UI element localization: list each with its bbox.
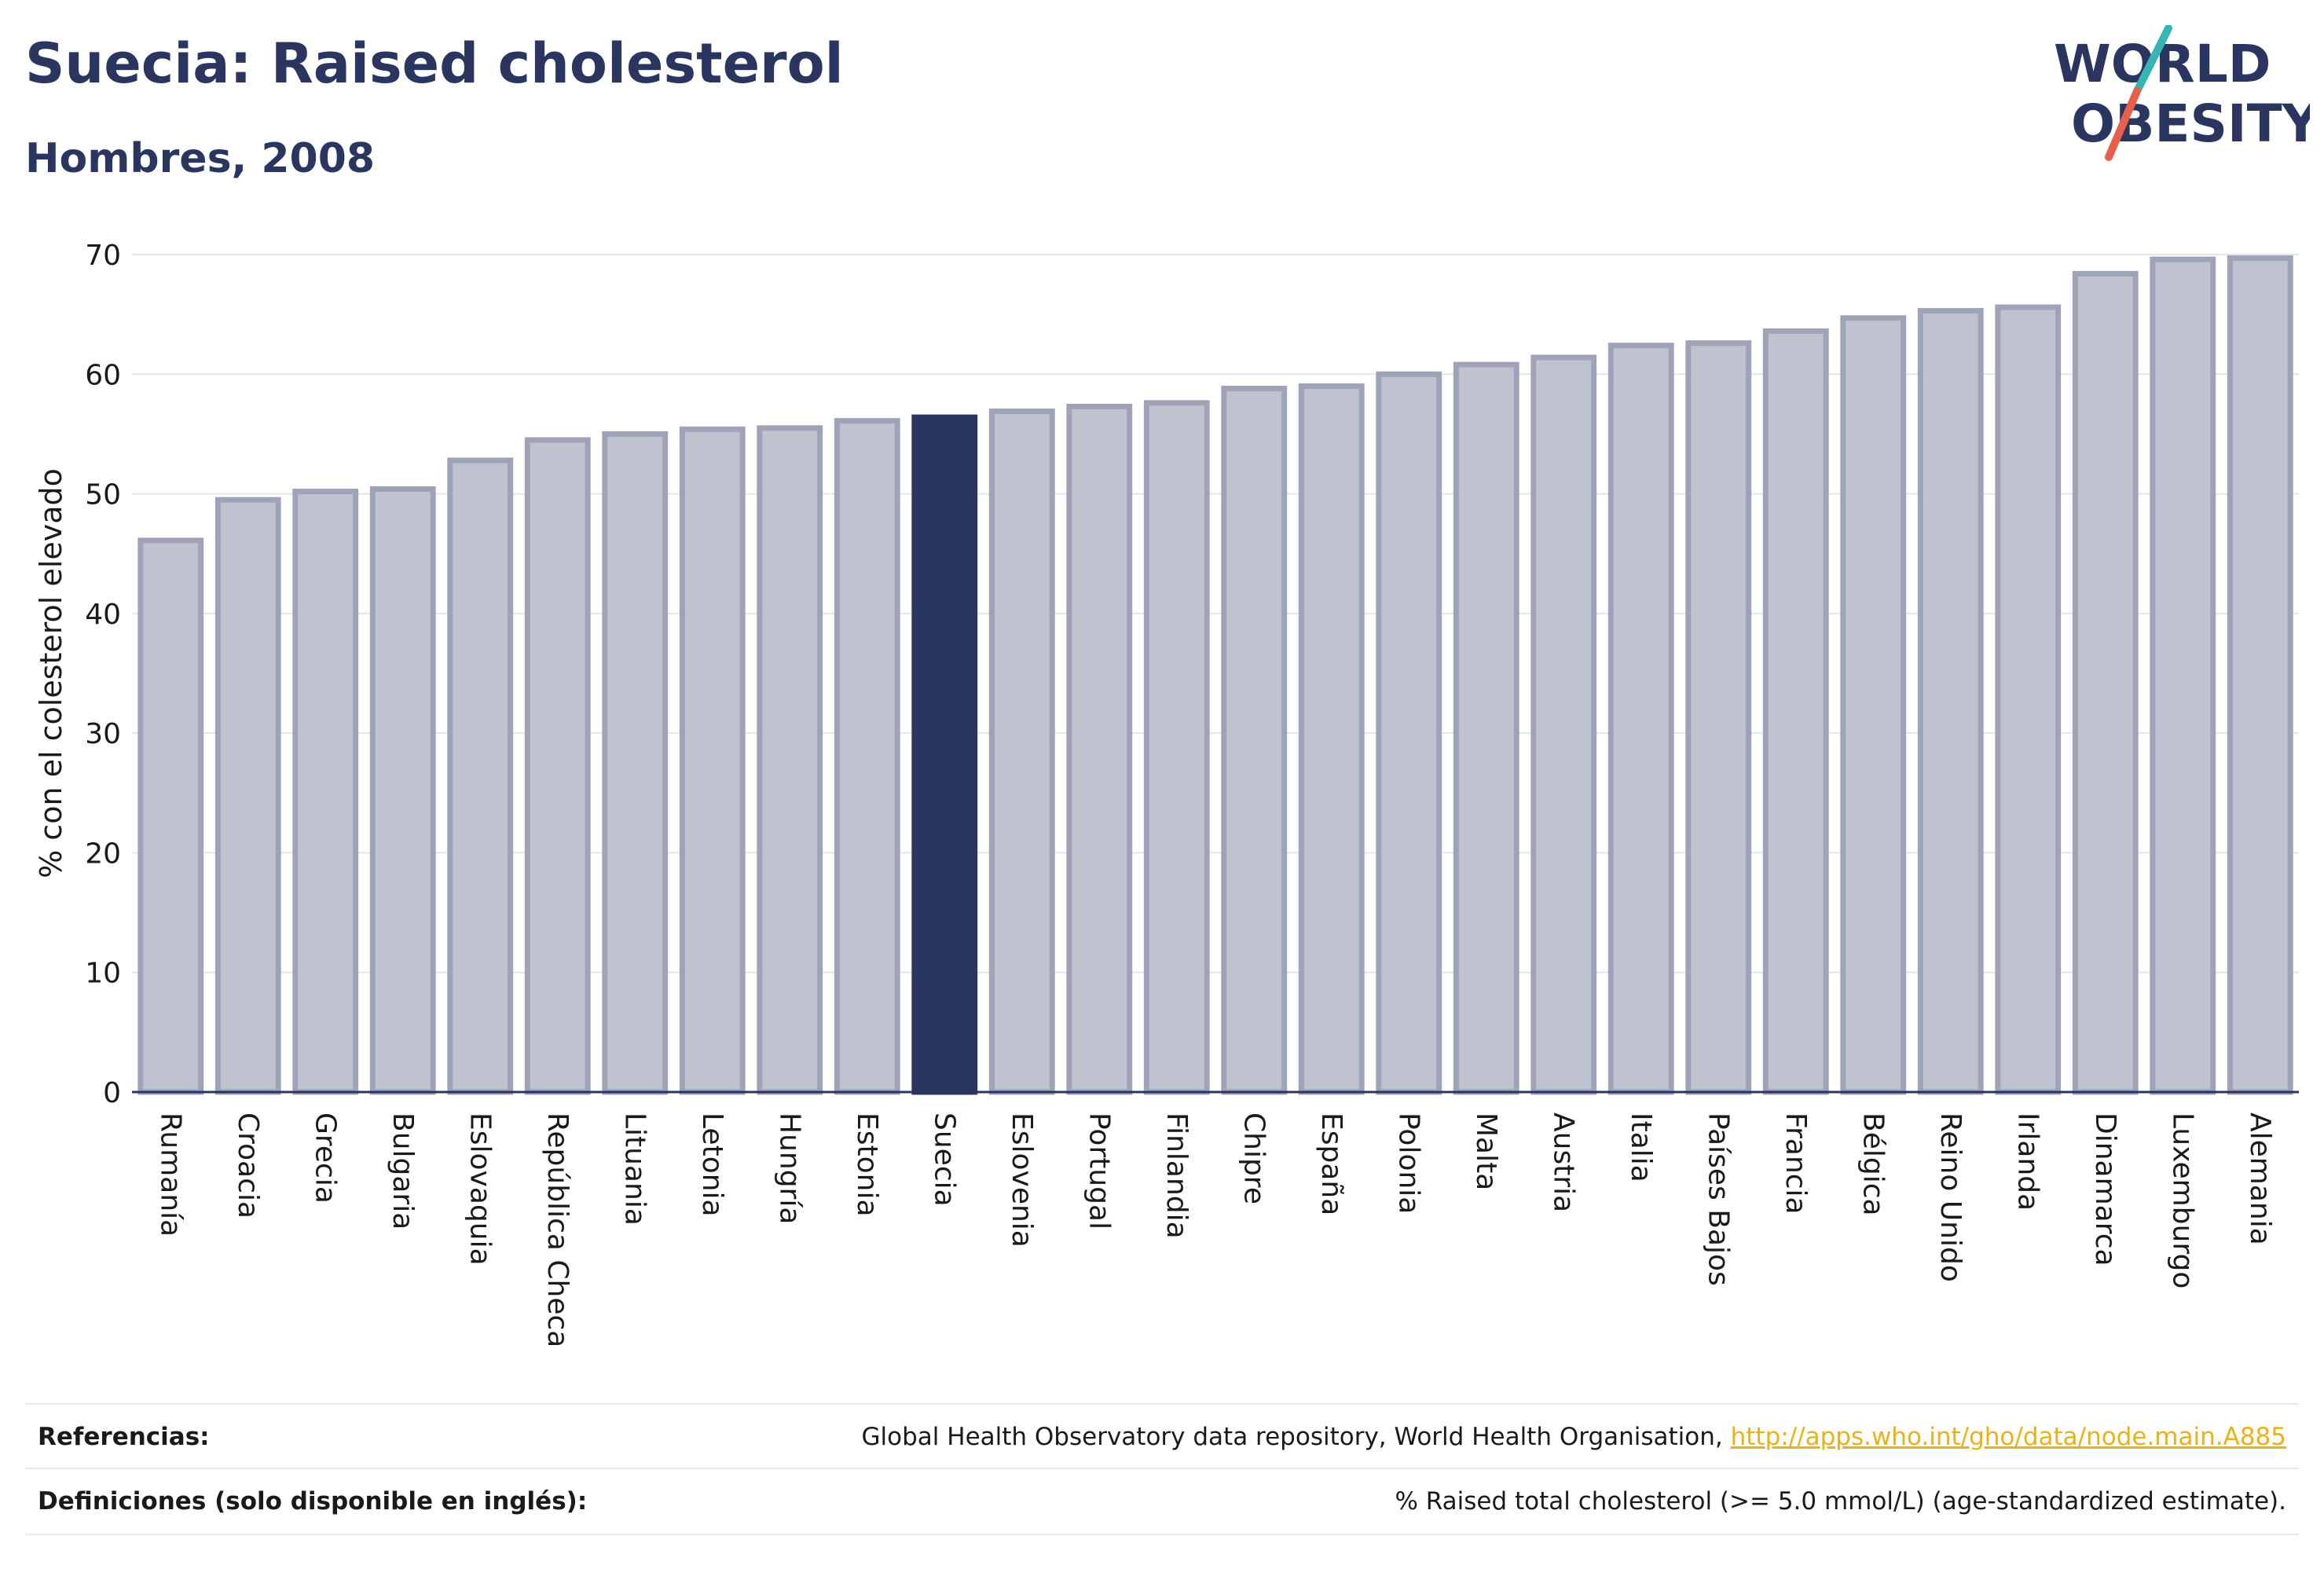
bars (137, 255, 2293, 1095)
logo-graphic: WORLD OBESITY (2054, 25, 2310, 161)
world-obesity-logo: WORLD OBESITY (2051, 25, 2310, 167)
references-row: Referencias: Global Health Observatory d… (25, 1403, 2299, 1469)
bar (1530, 354, 1597, 1095)
bar (524, 437, 591, 1095)
definitions-label: Definiciones (solo disponible en inglés)… (38, 1487, 588, 1516)
bar (679, 426, 746, 1095)
y-tick-label: 50 (85, 479, 121, 511)
y-tick-label: 70 (85, 240, 121, 272)
bar (1453, 361, 1519, 1095)
logo-slash-teal (2133, 25, 2172, 95)
y-tick-label: 0 (103, 1077, 121, 1109)
bar (757, 425, 823, 1095)
x-tick-label: Letonia (696, 1112, 728, 1217)
bar (369, 486, 436, 1095)
bar (834, 418, 900, 1095)
y-tick-label: 40 (85, 599, 121, 631)
page-subtitle: Hombres, 2008 (25, 135, 376, 182)
references-value: Global Health Observatory data repositor… (862, 1423, 2299, 1451)
bar-chart: 0 10 20 30 40 50 60 70 Rumanía Croacia Grecia Bulga… (34, 240, 2299, 1347)
x-tick-label: Rumanía (154, 1112, 186, 1237)
y-tick-label: 30 (85, 718, 121, 750)
x-tick-label: Estonia (851, 1112, 883, 1217)
x-tick-label: Lituania (618, 1112, 651, 1226)
y-tick-label: 10 (85, 958, 121, 990)
bar (602, 431, 669, 1095)
x-tick-label: Francia (1780, 1112, 1812, 1215)
definitions-value: % Raised total cholesterol (>= 5.0 mmol/… (1395, 1487, 2286, 1516)
axes: 0 10 20 30 40 50 60 70 Rumanía Croacia Grecia Bulga… (85, 240, 2299, 1347)
bar (1762, 328, 1829, 1095)
references-text: Global Health Observatory data repositor… (861, 1423, 1731, 1451)
bar (447, 457, 514, 1095)
x-tick-label: Austria (1547, 1112, 1579, 1212)
x-tick-label: Dinamarca (2089, 1112, 2121, 1266)
y-tick-label: 60 (85, 359, 121, 391)
bar (1221, 386, 1288, 1095)
bar (1685, 340, 1752, 1095)
bar (1376, 371, 1442, 1095)
bar (1995, 304, 2062, 1095)
bar (1840, 315, 1907, 1095)
x-tick-label: Hungría (773, 1112, 805, 1224)
bar (1607, 343, 1674, 1095)
bar (988, 408, 1055, 1095)
logo-slash-red (2105, 87, 2141, 161)
x-tick-label: Bulgaria (387, 1112, 419, 1230)
bar (2227, 255, 2293, 1095)
y-tick-label: 20 (85, 837, 121, 870)
bar (137, 537, 204, 1095)
x-tick-label: Portugal (1083, 1112, 1115, 1230)
x-tick-label: Italia (1625, 1112, 1657, 1182)
x-tick-label: Luxemburgo (2166, 1112, 2198, 1288)
x-tick-label: Suecia (928, 1112, 960, 1207)
bar (1917, 308, 1984, 1095)
bar (214, 497, 281, 1095)
x-tick-label: Eslovaquia (464, 1112, 496, 1266)
x-tick-label: Finlandia (1160, 1112, 1193, 1239)
x-tick-label: República Checa (541, 1112, 574, 1347)
x-tick-label: Países Bajos (1702, 1112, 1734, 1286)
x-tick-label: Eslovenia (1006, 1112, 1038, 1248)
definitions-row: Definiciones (solo disponible en inglés)… (25, 1468, 2299, 1535)
bar (2072, 270, 2139, 1095)
references-link[interactable]: http://apps.who.int/gho/data/node.main.A… (1730, 1423, 2286, 1451)
x-tick-label: Grecia (309, 1112, 341, 1204)
bar (1066, 403, 1133, 1095)
bar (292, 489, 359, 1095)
bar (1298, 383, 1365, 1095)
x-tick-label: Reino Unido (1934, 1112, 1967, 1282)
x-tick-label: Irlanda (2011, 1112, 2044, 1211)
x-tick-label: España (1315, 1112, 1347, 1215)
bar (2150, 256, 2216, 1095)
x-tick-label: Chipre (1237, 1112, 1270, 1204)
y-axis-label: % con el colesterol elevado (34, 468, 68, 878)
x-tick-label: Malta (1470, 1112, 1502, 1190)
x-tick-label: Polonia (1392, 1112, 1424, 1214)
page-title: Suecia: Raised cholesterol (25, 31, 844, 96)
x-tick-label: Croacia (232, 1112, 264, 1219)
x-tick-label: Bélgica (1857, 1112, 1889, 1216)
bar-highlighted (911, 414, 978, 1095)
bar (1143, 400, 1210, 1095)
references-label: Referencias: (38, 1423, 210, 1451)
x-tick-label: Alemania (2244, 1112, 2276, 1245)
